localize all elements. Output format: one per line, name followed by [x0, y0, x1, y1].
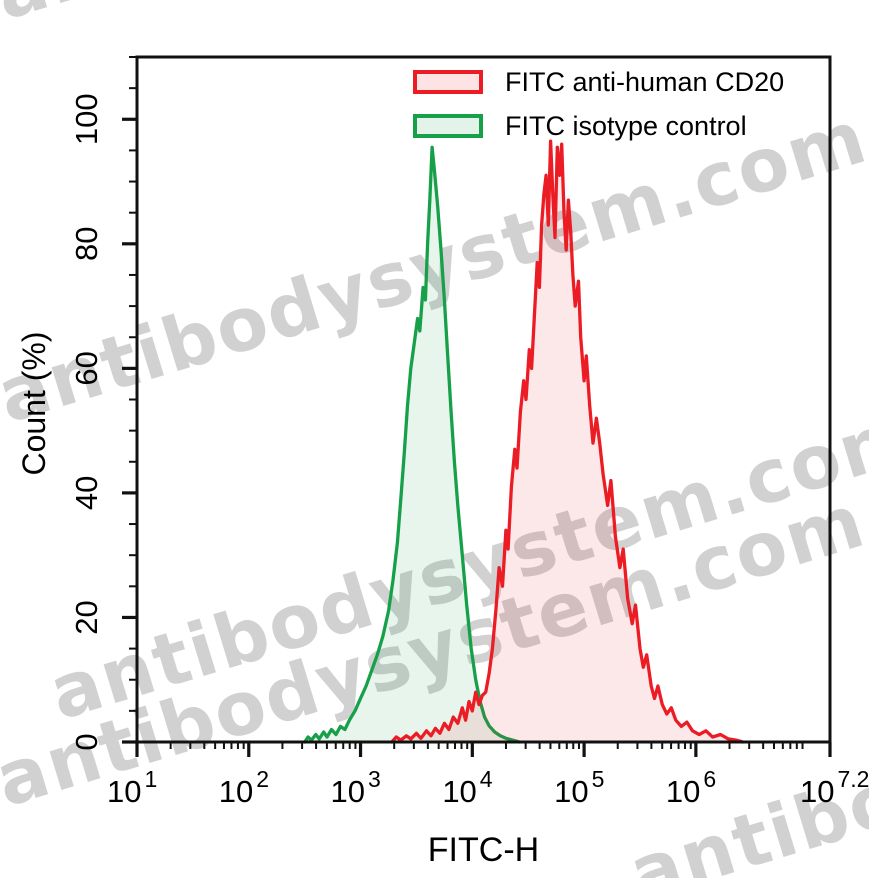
y-tick-label: 20	[69, 600, 104, 634]
series-line	[303, 145, 521, 744]
x-tick-label: 10 5	[554, 766, 604, 809]
legend-item-isotype: FITC isotype control	[413, 112, 784, 140]
series-line	[390, 139, 745, 744]
y-tick-label: 80	[69, 227, 104, 261]
legend-label-anti-cd20: FITC anti-human CD20	[505, 66, 785, 97]
x-tick-label: 10 3	[331, 766, 381, 809]
legend-swatch-green	[413, 114, 483, 138]
x-axis-title: FITC-H	[428, 831, 539, 869]
x-tick-label: 10 2	[219, 766, 269, 809]
legend-label-isotype: FITC isotype control	[505, 110, 747, 141]
y-tick-label: 100	[69, 93, 104, 145]
y-tick-label: 60	[69, 351, 104, 385]
x-tick-label: 10 4	[442, 766, 492, 809]
y-tick-label: 0	[69, 733, 104, 750]
y-tick-label: 40	[69, 476, 104, 510]
x-tick-label: 10 1	[107, 766, 157, 809]
x-tick-label: 10 6	[666, 766, 716, 809]
legend-swatch-red	[413, 70, 483, 94]
series-fill	[391, 141, 743, 743]
y-axis-title: Count (%)	[16, 331, 52, 475]
plot-frame	[135, 55, 832, 744]
legend: FITC anti-human CD20 FITC isotype contro…	[413, 68, 784, 156]
legend-item-anti-cd20: FITC anti-human CD20	[413, 68, 784, 96]
axis-ticks	[122, 56, 832, 757]
series-fill	[304, 147, 520, 743]
x-tick-label: 10 7.2	[800, 766, 869, 809]
